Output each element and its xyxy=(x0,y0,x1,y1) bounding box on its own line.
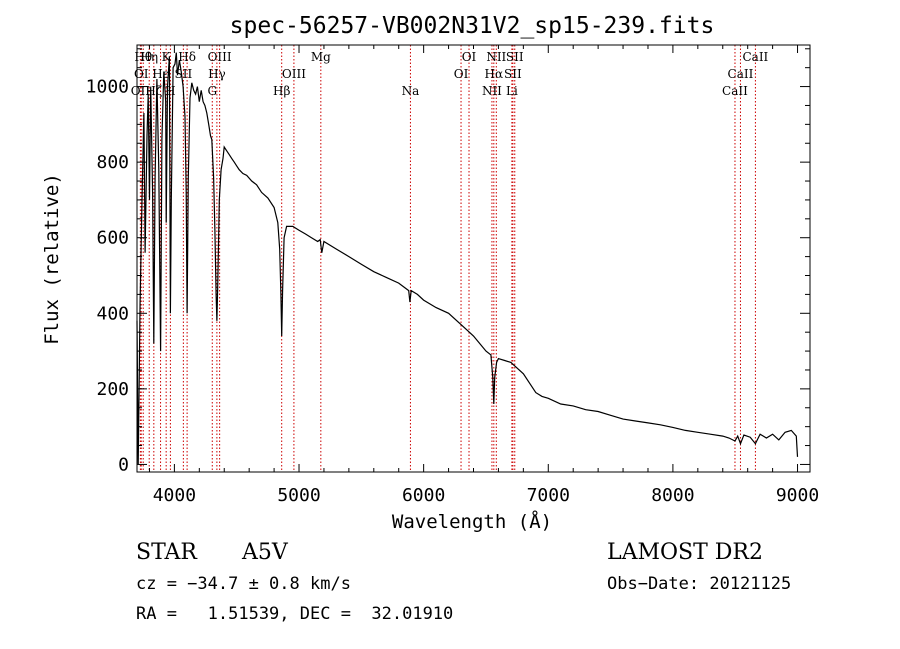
line-marker-label: K xyxy=(162,50,172,64)
line-marker-label: Hθ xyxy=(134,50,152,64)
object-subclass: A5V xyxy=(241,540,289,565)
line-marker-label: Hγ xyxy=(208,67,226,81)
y-tick-label: 200 xyxy=(96,379,129,400)
coordinates: RA = 1.51539, DEC = 32.01910 xyxy=(136,604,453,624)
line-marker-label: CaII xyxy=(742,50,768,64)
line-marker-label: CaII xyxy=(728,67,754,81)
x-tick-label: 6000 xyxy=(402,485,445,506)
line-marker-label: Hη xyxy=(140,50,158,64)
line-marker-label: Hβ xyxy=(273,84,290,98)
x-tick-label: 7000 xyxy=(527,485,570,506)
y-axis: 0 200 400 600 800 1000 xyxy=(86,48,810,475)
y-tick-label: 600 xyxy=(96,228,129,249)
line-marker-label: SII xyxy=(504,67,522,81)
redshift-velocity: cz = −34.7 ± 0.8 km/s xyxy=(136,574,351,594)
line-marker-label: SII xyxy=(175,67,193,81)
line-marker-label: G xyxy=(207,84,217,98)
y-axis-label: Flux (relative) xyxy=(41,173,63,345)
object-class: STAR xyxy=(136,540,198,565)
line-marker-label: NII xyxy=(482,84,502,98)
line-marker-label: OII xyxy=(131,84,151,98)
line-marker-label: NII xyxy=(486,50,506,64)
line-marker-label: H xyxy=(165,84,175,98)
y-tick-label: 400 xyxy=(96,303,129,324)
plot-frame xyxy=(136,44,811,473)
chart-title: spec-56257-VB002N31V2_sp15-239.fits xyxy=(230,13,715,39)
x-tick-label: 8000 xyxy=(651,485,694,506)
line-marker-label: OIII xyxy=(282,67,306,81)
x-axis-label: Wavelength (Å) xyxy=(392,510,552,533)
line-marker-label: Mg xyxy=(311,50,331,64)
y-tick-label: 0 xyxy=(118,454,129,475)
y-tick-label: 800 xyxy=(96,152,129,173)
y-tick-label: 1000 xyxy=(86,77,129,98)
line-marker-label: Hε xyxy=(152,67,169,81)
line-marker-label: OIII xyxy=(208,50,232,64)
line-marker-label: CaII xyxy=(722,84,748,98)
line-marker-label: Hδ xyxy=(178,50,196,64)
line-marker-label: OI xyxy=(454,67,469,81)
line-marker-label: SII xyxy=(506,50,524,64)
line-marker-label: Na xyxy=(402,84,420,98)
line-marker-label: OI xyxy=(462,50,477,64)
x-tick-label: 5000 xyxy=(277,485,320,506)
x-tick-label: 9000 xyxy=(776,485,819,506)
line-markers xyxy=(139,45,756,472)
line-marker-label: OI xyxy=(134,67,149,81)
survey-name: LAMOST DR2 xyxy=(607,540,763,565)
spectrum-line xyxy=(136,52,799,465)
line-marker-label: Hα xyxy=(485,67,504,81)
line-marker-label: Li xyxy=(506,84,518,98)
x-axis: 4000 5000 6000 7000 8000 9000 xyxy=(148,45,819,506)
x-tick-label: 4000 xyxy=(153,485,196,506)
line-marker-labels: OIIOIHθHηHζHεKHSIIHδGHγOIIIHβOIIIMgNaOIO… xyxy=(131,50,769,98)
line-marker-label: Hζ xyxy=(145,84,162,98)
observation-date: Obs−Date: 20121125 xyxy=(607,574,791,594)
